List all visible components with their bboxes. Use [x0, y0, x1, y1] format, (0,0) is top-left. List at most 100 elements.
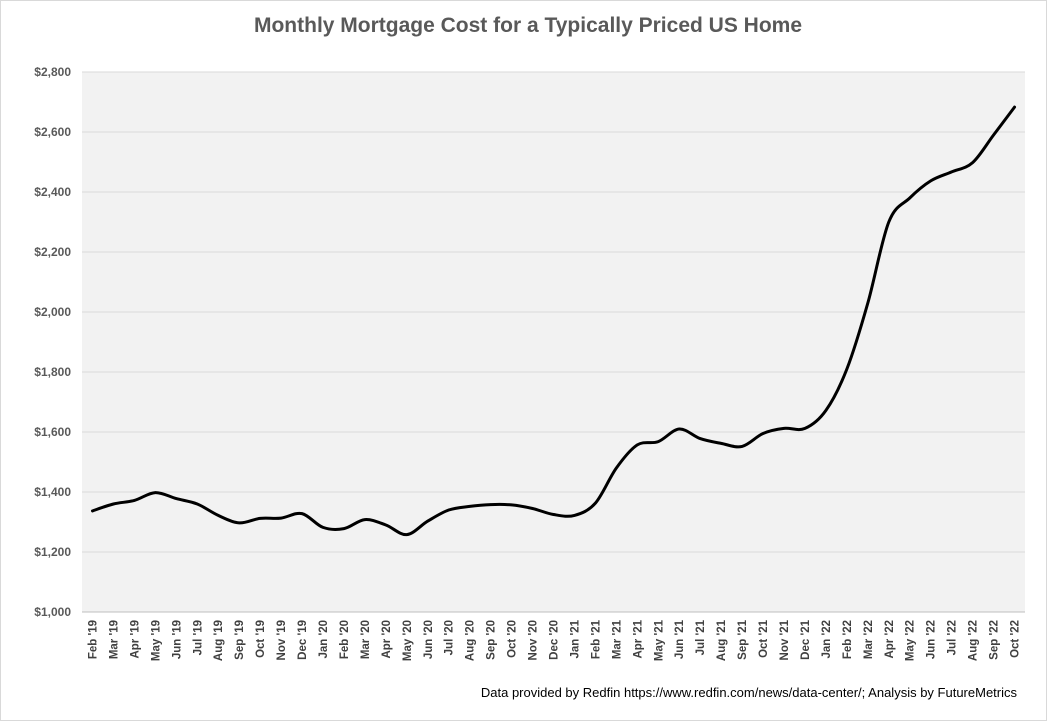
data-point [300, 512, 304, 515]
data-point [279, 516, 283, 520]
source-note: Data provided by Redfin https://www.redf… [481, 685, 1018, 700]
chart-title: Monthly Mortgage Cost for a Typically Pr… [254, 14, 802, 37]
x-tick-label: Apr '20 [381, 620, 393, 659]
x-tick-label: Oct '21 [758, 619, 770, 657]
x-tick-label: Mar '20 [360, 620, 372, 659]
data-point [678, 427, 681, 431]
y-tick-label: $2,200 [34, 245, 71, 259]
data-point [761, 432, 765, 435]
data-point [573, 514, 576, 517]
data-point [824, 409, 828, 412]
x-tick-label: Jun '21 [674, 619, 686, 659]
data-point [740, 445, 744, 448]
data-point [468, 505, 471, 508]
data-point [866, 301, 870, 305]
x-tick-label: Jan '21 [569, 619, 581, 658]
y-tick-label: $2,400 [34, 185, 71, 199]
x-tick-label: Aug '20 [465, 620, 477, 661]
x-tick-label: Feb '21 [590, 619, 602, 659]
data-point [971, 161, 974, 164]
x-tick-label: May '20 [402, 620, 414, 661]
data-point [803, 427, 807, 430]
series-line [90, 105, 1017, 537]
data-point [929, 179, 932, 183]
data-point [363, 518, 367, 521]
x-tick-label: Jun '19 [171, 620, 183, 659]
x-tick-label: Jul '21 [695, 619, 707, 655]
x-tick-label: May '21 [653, 619, 665, 661]
x-tick-label: Jun '20 [423, 620, 435, 659]
x-tick-label: Sep '20 [486, 620, 498, 660]
x-tick-label: Jan '20 [318, 620, 330, 659]
data-point [321, 526, 325, 529]
data-point [887, 220, 890, 224]
data-point [594, 501, 597, 505]
data-point [950, 170, 953, 174]
x-tick-label: Sep '21 [737, 619, 749, 659]
x-tick-label: Jul '19 [192, 620, 204, 655]
x-tick-label: Nov '20 [528, 620, 540, 660]
y-tick-label: $1,600 [34, 425, 71, 439]
x-tick-label: Apr '21 [632, 619, 644, 658]
series-group [90, 105, 1017, 537]
y-tick-label: $1,000 [34, 605, 71, 619]
x-tick-label: Sep '22 [989, 620, 1001, 660]
data-point [426, 519, 429, 523]
x-tick-label: Apr '22 [884, 620, 896, 659]
x-tick-label: Dec '19 [297, 620, 309, 660]
data-point [447, 508, 450, 512]
data-point [531, 507, 534, 510]
data-point [657, 440, 660, 443]
x-tick-label: Mar '22 [863, 620, 875, 659]
data-point [112, 502, 115, 506]
x-tick-label: Sep '19 [234, 620, 246, 660]
data-point [91, 509, 94, 513]
x-tick-label: Feb '20 [339, 620, 351, 659]
x-tick-label: Feb '22 [842, 620, 854, 659]
x-tick-label: Aug '21 [716, 619, 728, 661]
data-point [510, 503, 513, 507]
data-point [175, 497, 178, 500]
x-tick-label: Mar '19 [108, 620, 120, 659]
data-point [636, 443, 639, 447]
x-tick-label: Nov '21 [779, 619, 791, 660]
x-tick-label: Mar '21 [611, 619, 623, 659]
data-point [405, 533, 409, 536]
x-tick-label: Jul '20 [444, 620, 456, 655]
data-point [782, 427, 786, 430]
data-point [1013, 105, 1016, 109]
x-tick-label: May '19 [150, 620, 162, 661]
x-tick-label: May '22 [905, 620, 917, 661]
y-tick-label: $1,200 [34, 545, 71, 559]
x-tick-label: Oct '19 [255, 620, 267, 658]
data-point [908, 196, 911, 200]
x-tick-label: Jan '22 [821, 620, 833, 659]
data-point [992, 133, 995, 137]
data-point [342, 527, 346, 530]
y-tick-label: $2,600 [34, 125, 71, 139]
x-tick-label: Aug '22 [968, 620, 980, 661]
data-point [154, 491, 157, 494]
x-tick-label: Jun '22 [926, 620, 938, 659]
x-axis: Feb '19 Mar '19 Apr '19 May '19 Jun '19 Jul '… [82, 611, 1025, 661]
data-point [845, 367, 849, 371]
y-tick-label: $1,800 [34, 365, 71, 379]
y-tick-label: $2,800 [34, 65, 71, 79]
y-axis: $1,000 $1,200 $1,400 $1,600 $1,800 $2,000 $2,2… [34, 65, 71, 619]
data-point [384, 523, 388, 527]
data-point [196, 502, 199, 506]
x-tick-label: Jul '22 [947, 620, 959, 655]
data-point [719, 442, 723, 445]
data-point [615, 466, 618, 470]
x-tick-label: Oct '20 [507, 620, 519, 658]
data-point [552, 513, 555, 516]
x-tick-label: Dec '21 [800, 619, 812, 659]
x-tick-label: Feb '19 [87, 620, 99, 659]
data-point [258, 517, 262, 520]
x-tick-label: Dec '20 [549, 620, 561, 660]
data-point [489, 503, 492, 506]
y-tick-label: $2,000 [34, 305, 71, 319]
x-tick-label: Nov '19 [276, 620, 288, 660]
data-point [217, 514, 220, 517]
